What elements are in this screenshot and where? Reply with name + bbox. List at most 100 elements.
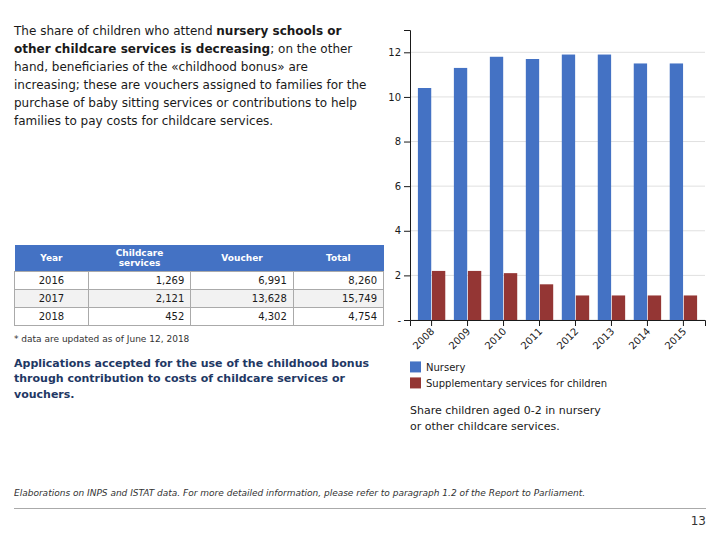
table-cell: 4,302: [191, 308, 294, 326]
legend-swatch: [410, 361, 421, 372]
table-cell: 13,628: [191, 290, 294, 308]
y-tick-label: 10: [388, 92, 401, 103]
table-header: Year: [15, 245, 89, 272]
table-cell: 8,260: [293, 272, 383, 290]
x-tick: 2011: [519, 320, 545, 351]
table-cell: 2,121: [88, 290, 191, 308]
legend-swatch: [410, 377, 421, 388]
grid-line: [410, 230, 705, 231]
y-axis-line: [404, 31, 411, 321]
footnote: * data are updated as of June 12, 2018: [14, 334, 384, 344]
y-tick-mark: [404, 142, 410, 143]
x-tick: 2015: [663, 320, 689, 351]
bar: [612, 295, 625, 320]
bar: [576, 295, 589, 320]
x-tick-mark: [683, 320, 684, 326]
source-note: Elaborations on INPS and ISTAT data. For…: [14, 488, 706, 498]
y-tick-label: 12: [388, 47, 401, 58]
y-tick: 4: [395, 225, 410, 236]
y-tick: 8: [395, 136, 410, 147]
legend-label: Nursery: [426, 362, 465, 373]
table-header: Voucher: [191, 245, 294, 272]
table-header: Total: [293, 245, 383, 272]
x-tick-mark: [431, 320, 432, 326]
y-tick: 10: [388, 92, 410, 103]
bar: [670, 63, 683, 320]
bar: [562, 55, 575, 320]
table-cell: 2018: [15, 308, 89, 326]
table-row: 20172,12113,62815,749: [15, 290, 384, 308]
x-tick-label: 2014: [627, 326, 653, 352]
y-tick-mark: [404, 97, 410, 98]
bar: [504, 273, 517, 320]
y-tick: 12: [388, 47, 410, 58]
x-tick-label: 2015: [663, 326, 689, 352]
paragraph-text: The share of children who attend: [14, 24, 216, 38]
bar: [598, 55, 611, 320]
bar-series: [432, 271, 697, 320]
bars: [418, 55, 697, 320]
y-tick-mark: [404, 186, 410, 187]
grid-line: [410, 141, 705, 142]
x-tick-mark: [647, 320, 648, 326]
page-number: 13: [691, 514, 706, 528]
grid-line: [410, 186, 705, 187]
y-tick-mark: [404, 320, 410, 321]
y-tick: 2: [395, 270, 410, 281]
bar: [526, 59, 539, 320]
y-tick-mark: [404, 52, 410, 53]
grid-line: [410, 96, 705, 97]
legend-item: Nursery: [410, 361, 465, 373]
x-tick: 2008: [411, 320, 437, 351]
x-tick: 2010: [483, 320, 509, 351]
caption: Share children aged 0-2 in nursery or ot…: [410, 403, 705, 434]
x-tick-label: 2013: [591, 326, 617, 352]
chart-svg: - 2 4 6 8 10 12 2008 2009 2010 2011 2012 2013 2014 201…: [0, 0, 720, 540]
left-block: YearChildcare servicesVoucherTotal20161,…: [14, 245, 384, 402]
grid-line: [410, 52, 705, 53]
x-tick-mark: [611, 320, 612, 326]
y-tick-label: -: [397, 315, 401, 326]
bar: [454, 68, 467, 320]
y-tick-mark: [404, 231, 410, 232]
x-tick: 2014: [627, 320, 653, 351]
table-header: Childcare services: [88, 245, 191, 272]
bold-text: Applications accepted for the use of the…: [14, 356, 384, 402]
paragraph: The share of children who attend nursery…: [14, 22, 374, 130]
table-row: 20161,2696,9918,260: [15, 272, 384, 290]
y-axis: - 2 4 6 8 10 12: [388, 31, 410, 326]
x-tick-label: 2009: [447, 326, 473, 352]
x-axis-line: [411, 321, 706, 327]
x-tick-mark: [467, 320, 468, 326]
y-tick: -: [397, 315, 410, 326]
y-tick-label: 8: [395, 136, 401, 147]
x-axis: 2008 2009 2010 2011 2012 2013 2014 2015: [411, 320, 706, 351]
x-tick: 2009: [447, 320, 473, 351]
table-cell: 452: [88, 308, 191, 326]
bar: [468, 271, 481, 320]
legend-label: Supplementary services for children: [426, 378, 607, 389]
table-cell: 4,754: [293, 308, 383, 326]
y-tick: 6: [395, 181, 410, 192]
grid-line: [410, 320, 705, 321]
table-header-row: YearChildcare servicesVoucherTotal: [15, 245, 384, 272]
y-tick-mark: [404, 275, 410, 276]
bar: [684, 295, 697, 320]
y-tick-label: 2: [395, 270, 401, 281]
x-tick-mark: [503, 320, 504, 326]
x-tick-label: 2008: [411, 326, 437, 352]
bar: [648, 295, 661, 320]
x-tick-mark: [575, 320, 576, 326]
table-cell: 1,269: [88, 272, 191, 290]
legend-item: Supplementary services for children: [410, 377, 607, 389]
table-cell: 2016: [15, 272, 89, 290]
x-tick: 2012: [555, 320, 581, 351]
table-row: 20184524,3024,754: [15, 308, 384, 326]
x-tick-label: 2010: [483, 326, 509, 352]
legend: Nursery Supplementary services for childr…: [410, 361, 607, 389]
table-cell: 15,749: [293, 290, 383, 308]
table: YearChildcare servicesVoucherTotal20161,…: [14, 245, 384, 326]
y-tick-label: 6: [395, 181, 401, 192]
y-tick-label: 4: [395, 225, 401, 236]
bar: [418, 88, 431, 320]
